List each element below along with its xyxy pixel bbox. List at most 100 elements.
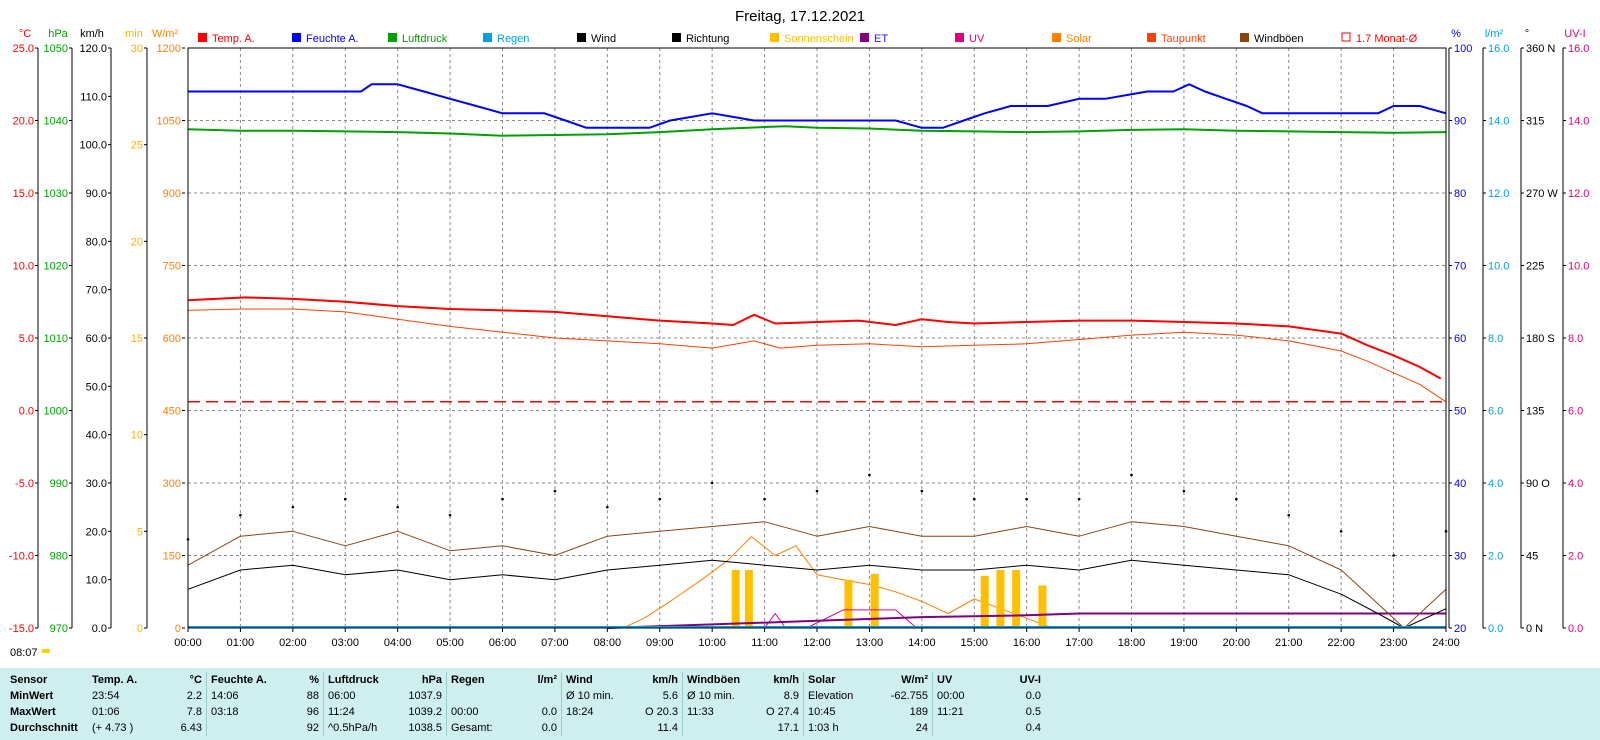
legend-swatch (1052, 33, 1061, 42)
axis-tick-label: 40 (1454, 478, 1466, 490)
table-cell: 14:06 (206, 688, 291, 704)
x-tick-label: 01:00 (227, 637, 255, 649)
x-tick-label: 10:00 (698, 637, 726, 649)
row-label: Durchschnitt (10, 722, 78, 734)
axis-tick-label: 6.0 (1488, 406, 1503, 418)
legend-label: 1.7 Monat-Ø (1356, 33, 1418, 45)
chart-title: Freitag, 17.12.2021 (735, 8, 865, 25)
table-cell: 6.43 (180, 722, 202, 734)
legend-label: UV (969, 33, 985, 45)
header-cell: l/m² (537, 674, 557, 686)
header-cell: km/h (652, 674, 678, 686)
table-cell: 1037.9 (408, 690, 442, 702)
axis-tick-label: 2.0 (1568, 551, 1583, 563)
direction-point (1025, 497, 1028, 501)
table-cell: 11:21 (932, 704, 997, 720)
sunshine-bar (1038, 585, 1047, 628)
axis-tick-label: 16.0 (1568, 43, 1589, 55)
x-tick-label: 04:00 (384, 637, 412, 649)
series-windb-en (187, 521, 1447, 629)
axis-tick-label: 300 (163, 478, 181, 490)
series-temp-a (187, 296, 1442, 380)
x-tick-label: 12:00 (803, 637, 831, 649)
header-cell: UV (932, 672, 997, 688)
axis-tick-label: 100.0 (79, 140, 107, 152)
header-cell: UV-I (1019, 674, 1041, 686)
header-cell: km/h (773, 674, 799, 686)
sensor-summary-panel: Sensor Temp. A. °C Feuchte A. % Luftdruc… (0, 668, 1600, 740)
table-cell: 7.8 (186, 706, 202, 718)
axis-tick-label: 10.0 (86, 575, 107, 587)
header-cell: Wind (561, 672, 634, 688)
axis-tick-label: 0 (137, 623, 143, 635)
series-wind (187, 559, 1447, 629)
series-et (607, 612, 1446, 629)
legend-label: Richtung (686, 33, 729, 45)
axis-tick-label: 5.0 (19, 333, 34, 345)
axis-tick-label: 270 W (1526, 188, 1558, 200)
axis-tick-label: -10.0 (9, 551, 34, 563)
legend-swatch (955, 33, 964, 42)
direction-point (1339, 530, 1343, 533)
axis-tick-label: 120.0 (79, 43, 107, 55)
axis-tick-label: 70 (1454, 261, 1466, 273)
axis-tick-label: 360 N (1526, 43, 1555, 55)
axis-tick-label: 1020 (44, 261, 68, 273)
series-layer (186, 83, 1448, 629)
series-solar (622, 536, 1054, 629)
x-tick-label: 06:00 (489, 637, 517, 649)
x-axis: 00:00 01:00 02:00 03:00 04:00 05:00 06:00 07:00… (174, 628, 1460, 649)
table-cell: 0.4 (1025, 722, 1041, 734)
axis-tick-label: 20 (131, 236, 143, 248)
axis-tick-label: 25.0 (13, 43, 34, 55)
direction-point (710, 481, 714, 485)
direction-point (606, 505, 609, 509)
row-label: MinWert (10, 690, 54, 702)
table-cell: 00:00 (446, 704, 519, 720)
legend-swatch (1341, 32, 1351, 42)
x-tick-label: 07:00 (541, 637, 569, 649)
axis-tick-label: 0.0 (19, 406, 34, 418)
axis-tick-label: 0 N (1526, 623, 1543, 635)
table-cell: Ø 10 min. (682, 688, 755, 704)
axis-tick-label: 450 (163, 406, 181, 418)
axis-tick-label: -5.0 (15, 478, 34, 490)
x-tick-label: 09:00 (646, 637, 674, 649)
table-cell: 00:00 (932, 688, 997, 704)
axis-tick-label: 110.0 (80, 91, 107, 103)
x-tick-label: 21:00 (1275, 637, 1303, 649)
axis-tick-label: 30 (1454, 551, 1466, 563)
axis-tick-label: 135 (1526, 406, 1544, 418)
axis-tick-label: 0.0 (1568, 623, 1583, 635)
direction-point (343, 497, 347, 501)
axis-tick-label: 25 (131, 140, 143, 152)
axis-tick-label: 10.0 (1488, 261, 1509, 273)
legend-swatch (672, 33, 681, 42)
legend-swatch (483, 33, 492, 42)
table-cell: 88 (306, 690, 319, 702)
axis-tick-label: 315 (1526, 116, 1544, 128)
legend-label: Regen (497, 33, 529, 45)
axis-unit-label: ° (1525, 28, 1529, 40)
axis-tick-label: 600 (163, 333, 181, 345)
table-cell (932, 720, 997, 736)
axis-tick-label: 10.0 (13, 261, 34, 273)
x-tick-label: 22:00 (1327, 637, 1355, 649)
x-tick-label: 16:00 (1013, 637, 1041, 649)
table-cell: 0.5 (1025, 706, 1041, 718)
axis-unit-label: km/h (80, 28, 104, 40)
axis-tick-label: 60.0 (86, 333, 107, 345)
left-axes: 25.020.015.010.05.00.0-5.0-10.0-15.01050… (9, 43, 185, 635)
axis-tick-label: 90 (1454, 116, 1466, 128)
header-cell: Windböen (682, 672, 755, 688)
x-tick-label: 15:00 (960, 637, 988, 649)
legend-label: ET (874, 33, 888, 45)
x-tick-label: 24:00 (1432, 637, 1460, 649)
x-tick-label: 13:00 (856, 637, 884, 649)
axis-tick-label: 0 (175, 623, 181, 635)
direction-point (1182, 489, 1186, 493)
axis-tick-label: 80 (1454, 188, 1466, 200)
sunshine-bar (731, 570, 740, 628)
series-feuchte-a (188, 83, 1447, 129)
sunshine-bar (1012, 570, 1021, 628)
